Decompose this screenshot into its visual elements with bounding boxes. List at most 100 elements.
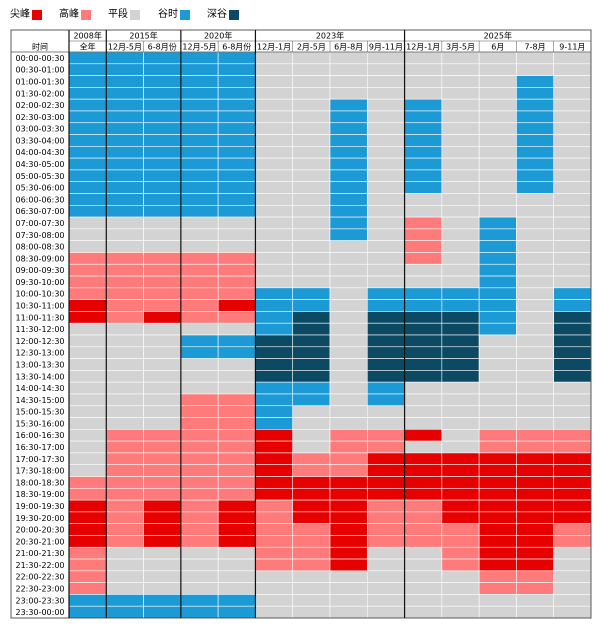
heatmap-cell [553,146,592,159]
heatmap-cell [143,228,182,241]
heatmap-cell [441,193,480,206]
heatmap-cell [292,582,331,595]
heatmap-cell [255,216,294,230]
heatmap-cell [292,535,331,548]
heatmap-cell [180,464,219,477]
heatmap-cell [180,263,219,277]
heatmap-cell [143,311,182,324]
heatmap-cell [366,605,405,619]
heatmap-cell [404,535,443,548]
heatmap-cell [553,405,592,418]
heatmap-cell [553,240,592,253]
heatmap-cell [329,134,368,147]
heatmap-cell [441,535,480,548]
row-label: 20:30-21:00 [16,537,65,546]
heatmap-cell [478,499,517,513]
heatmap-cell [217,499,256,513]
heatmap-cell [292,594,331,607]
heatmap-cell [68,51,107,65]
heatmap-cell [143,476,182,489]
heatmap-cell [180,546,219,560]
heatmap-cell [366,240,405,253]
heatmap-cell [143,570,182,583]
heatmap-cell [441,322,480,336]
heatmap-cell [516,75,555,88]
heatmap-cell [366,204,405,218]
heatmap-cell [143,594,182,607]
heatmap-cell [404,287,443,300]
heatmap-cell [553,429,592,442]
heatmap-cell [478,594,517,607]
heatmap-cell [292,193,331,206]
heatmap-cell [143,393,182,407]
heatmap-cell [217,122,256,135]
heatmap-cell [180,370,219,383]
heatmap-cell [255,204,294,218]
heatmap-cell [441,110,480,124]
heatmap-cell [366,263,405,277]
heatmap-cell [255,334,294,348]
row-label: 22:00-22:30 [16,573,65,582]
heatmap-cell [404,122,443,135]
heatmap-cell [255,240,294,253]
heatmap-cell [366,523,405,536]
heatmap-cell [217,263,256,277]
heatmap-cell [292,263,331,277]
heatmap-cell [292,429,331,442]
heatmap-cell [105,440,144,454]
heatmap-cell [68,558,107,572]
heatmap-cell [553,181,592,194]
heatmap-cell [441,570,480,583]
heatmap-cell [441,464,480,477]
heatmap-cell [404,110,443,124]
heatmap-cell [329,275,368,289]
heatmap-cell [366,511,405,524]
heatmap-cell [292,216,331,230]
heatmap-cell [292,75,331,88]
heatmap-cell [143,216,182,230]
heatmap-cell [217,511,256,524]
heatmap-cell [255,122,294,135]
heatmap-cell [329,594,368,607]
column-header: 12月-1月 [406,43,440,52]
heatmap-cell [217,252,256,265]
heatmap-cell [180,334,219,348]
heatmap-cell [143,51,182,65]
heatmap-cell [143,511,182,524]
heatmap-cell [441,405,480,418]
heatmap-cell [516,417,555,430]
heatmap-cell [404,98,443,112]
heatmap-cell [143,322,182,336]
heatmap-cell [180,570,219,583]
heatmap-cell [255,75,294,88]
heatmap-cell [553,252,592,265]
heatmap-cell [553,169,592,183]
heatmap-cell [143,63,182,76]
heatmap-cell [180,429,219,442]
heatmap-cell [553,311,592,324]
row-label: 22:30-23:00 [16,585,65,594]
heatmap-cell [553,110,592,124]
heatmap-cell [105,287,144,300]
heatmap-cell [143,464,182,477]
heatmap-cell [217,240,256,253]
table-border [10,29,592,619]
heatmap-cell [404,594,443,607]
heatmap-cell [180,558,219,572]
heatmap-cell [143,299,182,312]
heatmap-cell [516,51,555,65]
heatmap-cell [180,146,219,159]
heatmap-cell [105,110,144,124]
heatmap-cell [68,464,107,477]
heatmap-cell [478,63,517,76]
heatmap-cell [366,63,405,76]
heatmap-cell [105,193,144,206]
heatmap-cell [478,370,517,383]
heatmap-cell [68,499,107,513]
heatmap-cell [143,146,182,159]
heatmap-cell [180,417,219,430]
heatmap-cell [143,287,182,300]
row-label: 12:00-12:30 [16,337,65,346]
heatmap-cell [404,216,443,230]
row-label: 14:00-14:30 [16,384,65,393]
